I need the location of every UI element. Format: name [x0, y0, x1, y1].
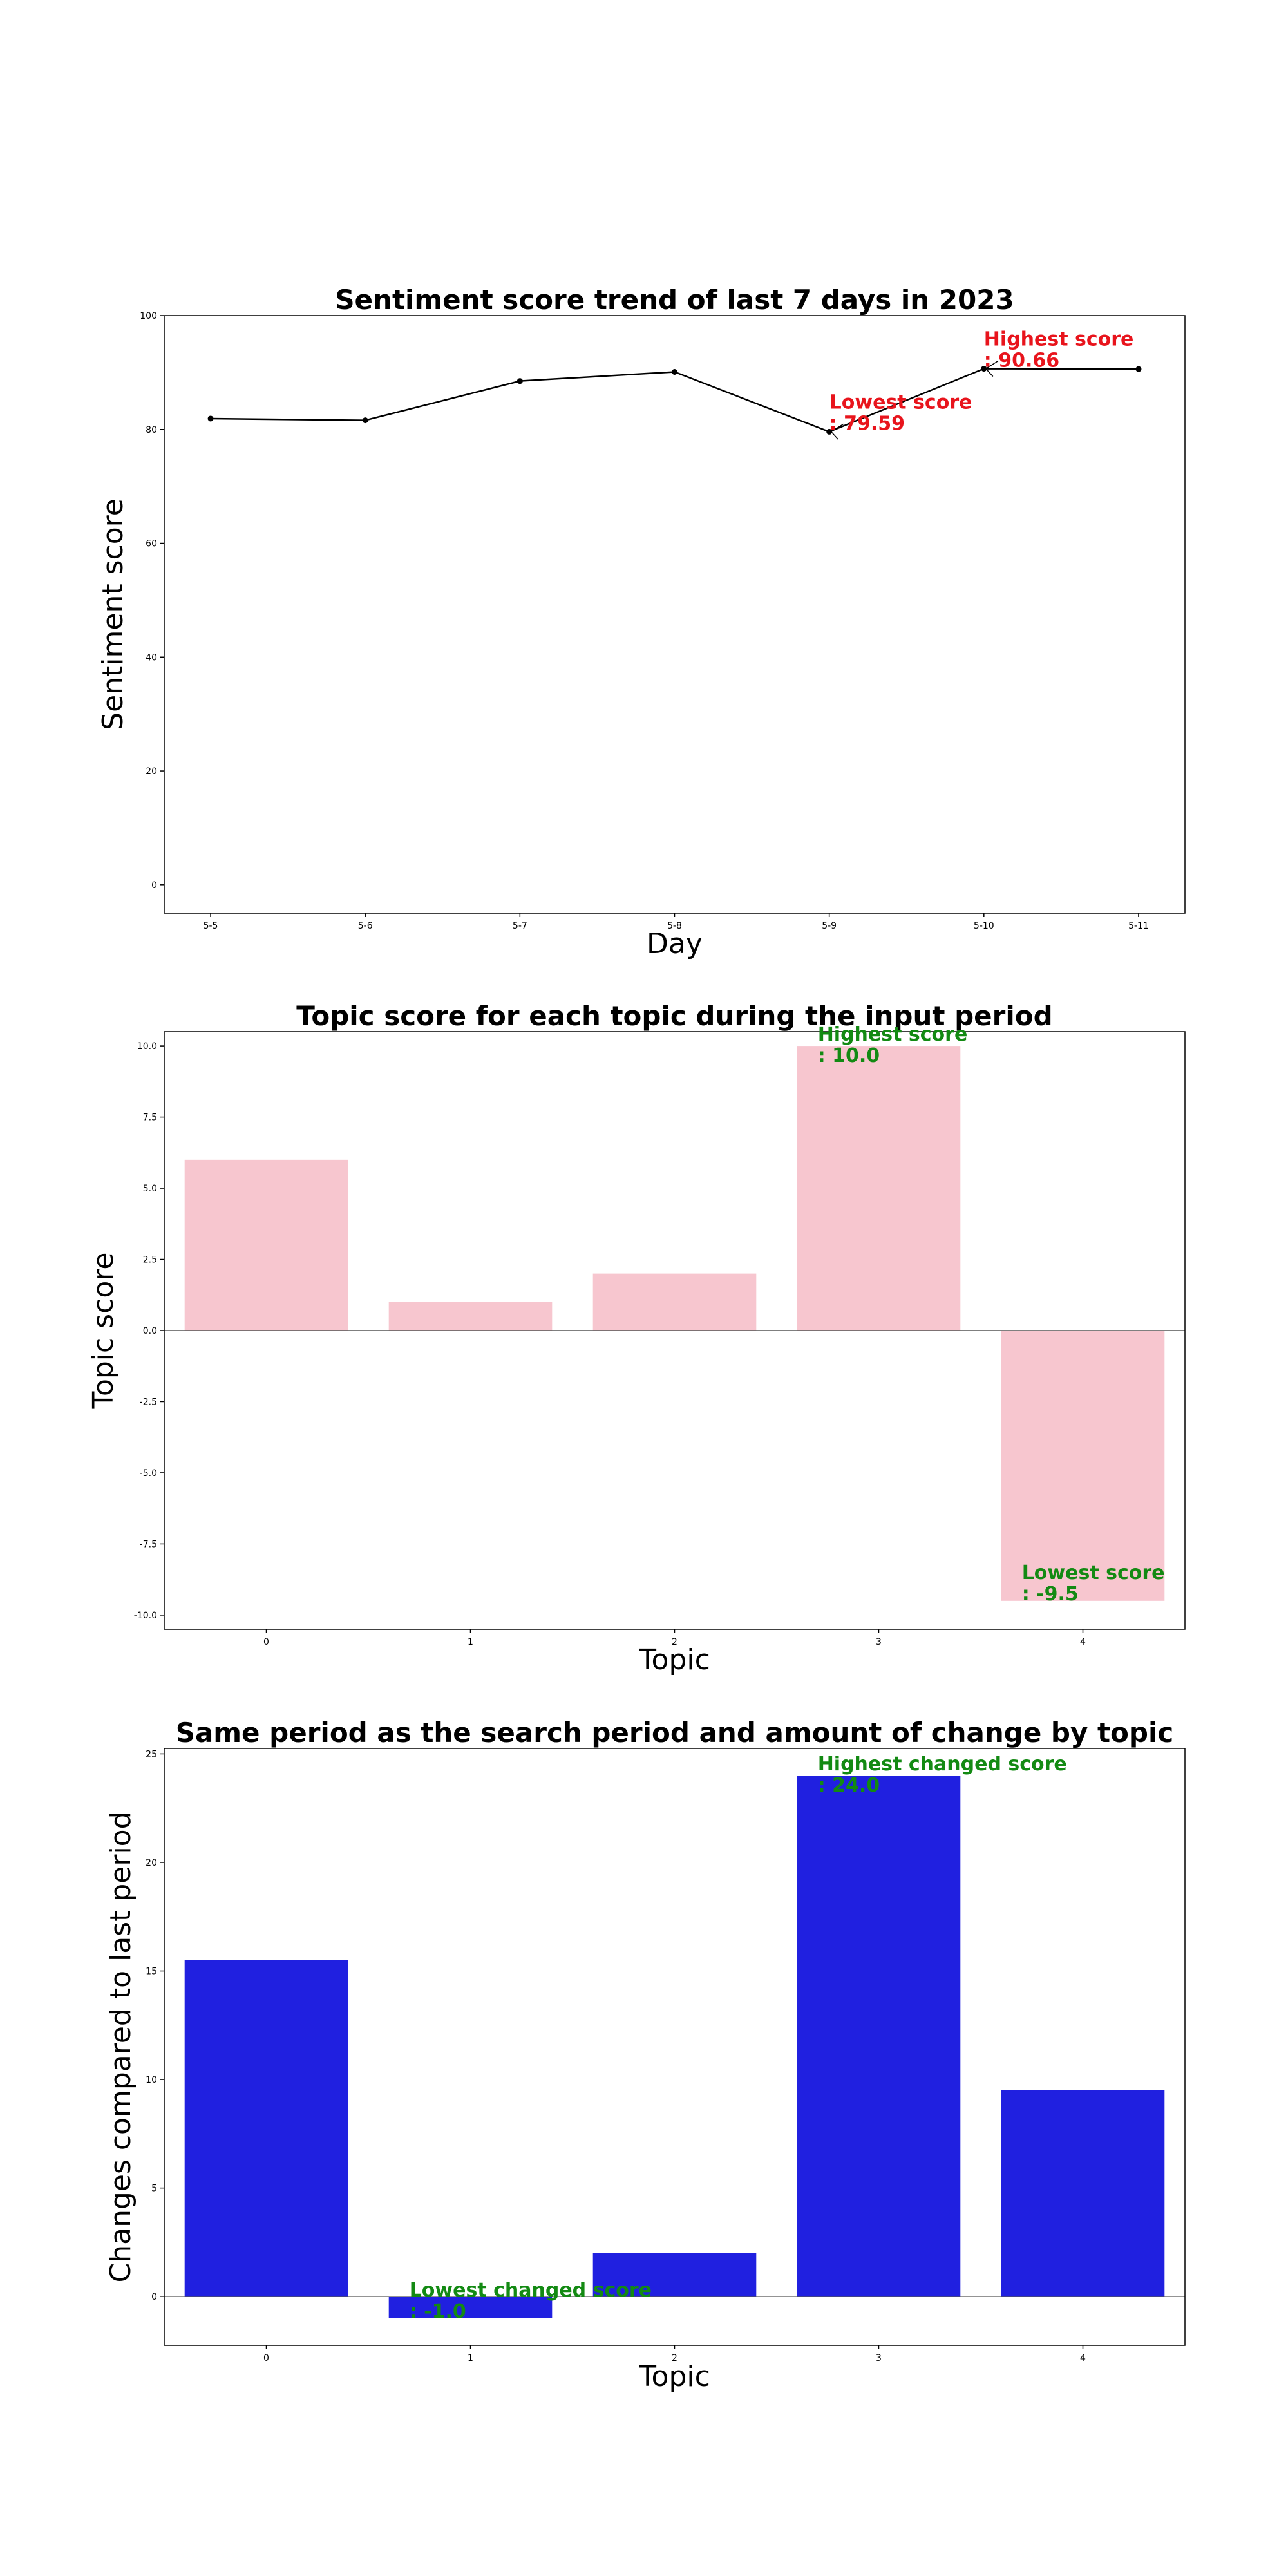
y-tick-label: 7.5 [143, 1113, 157, 1123]
y-tick-label: -5.0 [140, 1468, 157, 1479]
annotation-value: : -9.5 [1022, 1583, 1079, 1605]
bar [388, 2297, 553, 2318]
y-tick-label: 20 [146, 1858, 157, 1868]
annotation-label: Lowest changed score [410, 2279, 652, 2302]
annotation-arrow [985, 360, 999, 370]
plot-frame [164, 315, 1186, 914]
y-tick-label: 15 [146, 1967, 157, 1977]
annotation-value: : 10.0 [818, 1045, 880, 1067]
bar [797, 1776, 961, 2297]
topic-change-chart: Same period as the search period and amo… [104, 1717, 1186, 2393]
y-tick-label: 25 [146, 1749, 157, 1759]
chart-title: Sentiment score trend of last 7 days in … [335, 284, 1014, 316]
annotation-arrow [831, 423, 844, 433]
x-tick-label: 3 [876, 2353, 882, 2363]
x-tick-label: 5-11 [1128, 921, 1149, 931]
y-tick-label: 10.0 [137, 1041, 157, 1052]
x-axis-label: Topic [638, 2360, 710, 2393]
annotation-label: Lowest score [829, 391, 972, 413]
bar [592, 2253, 757, 2297]
y-axis-label: Topic score [87, 1253, 120, 1410]
y-tick-label: -10.0 [134, 1611, 157, 1621]
annotation-arrow-head [985, 368, 994, 377]
x-tick-label: 1 [468, 2353, 473, 2363]
annotation-label: Lowest score [1022, 1562, 1165, 1584]
bar [1001, 2090, 1165, 2297]
y-tick-label: 40 [146, 652, 157, 663]
y-tick-label: 100 [140, 311, 157, 321]
x-tick-label: 5-8 [667, 921, 682, 931]
y-tick-label: 5 [151, 2184, 157, 2194]
annotation-value: : 90.66 [984, 350, 1059, 372]
data-point [516, 378, 523, 384]
chart-title: Same period as the search period and amo… [176, 1717, 1174, 1748]
x-tick-label: 5-7 [513, 921, 527, 931]
data-point [826, 428, 833, 435]
annotation-value: : 24.0 [818, 1774, 880, 1797]
x-tick-label: 5-6 [358, 921, 373, 931]
y-tick-label: -7.5 [140, 1539, 157, 1549]
y-tick-label: 0 [151, 2292, 157, 2302]
chart-title: Topic score for each topic during the in… [296, 1000, 1052, 1032]
x-tick-label: 2 [672, 2353, 677, 2363]
series-line [211, 368, 1139, 433]
topic-score-chart: Topic score for each topic during the in… [87, 1000, 1186, 1676]
y-tick-label: 5.0 [143, 1184, 157, 1194]
y-tick-label: 10 [146, 2075, 157, 2085]
bar [797, 1046, 961, 1331]
annotation-label: Highest score [984, 328, 1134, 351]
y-axis-label: Sentiment score [97, 498, 129, 730]
x-tick-label: 5-9 [822, 921, 837, 931]
data-point [672, 368, 677, 375]
y-tick-label: 0 [151, 880, 157, 891]
bar [1001, 1331, 1165, 1601]
x-axis-label: Day [647, 927, 703, 960]
data-point [207, 415, 214, 422]
y-tick-label: 2.5 [143, 1255, 157, 1265]
y-tick-label: 0.0 [143, 1326, 157, 1336]
x-tick-label: 0 [263, 1637, 269, 1647]
x-tick-label: 2 [672, 1637, 677, 1647]
data-point [981, 366, 987, 372]
y-tick-label: 60 [146, 539, 157, 549]
data-point [362, 417, 368, 424]
x-tick-label: 1 [468, 1637, 473, 1647]
x-tick-label: 4 [1080, 2353, 1086, 2363]
y-axis-label: Changes compared to last period [104, 1811, 137, 2282]
annotation-label: Highest score [818, 1023, 968, 1046]
x-axis-label: Topic [638, 1643, 710, 1676]
bar [592, 1273, 757, 1331]
x-tick-label: 0 [263, 2353, 269, 2363]
y-tick-label: -2.5 [140, 1397, 157, 1407]
y-tick-label: 80 [146, 425, 157, 435]
sentiment-trend-chart: Sentiment score trend of last 7 days in … [97, 284, 1186, 960]
x-tick-label: 3 [876, 1637, 882, 1647]
bar [184, 1960, 348, 2297]
annotation-value: : 79.59 [829, 412, 905, 435]
bar [388, 1302, 553, 1331]
x-tick-label: 4 [1080, 1637, 1086, 1647]
annotation-value: : -1.0 [410, 2300, 466, 2323]
data-point [1135, 366, 1142, 372]
annotation-label: Highest changed score [818, 1753, 1067, 1776]
x-tick-label: 5-10 [974, 921, 994, 931]
bar [184, 1159, 348, 1331]
x-tick-label: 5-5 [204, 921, 218, 931]
annotation-arrow-head [831, 431, 839, 440]
y-tick-label: 20 [146, 766, 157, 777]
